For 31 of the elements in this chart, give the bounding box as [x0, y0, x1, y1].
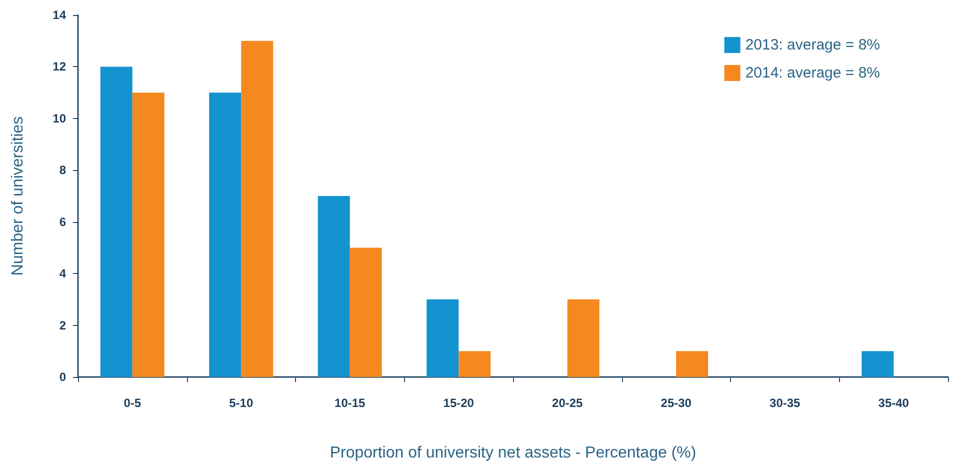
bar	[676, 351, 708, 377]
legend-label: 2014: average = 8%	[745, 64, 880, 82]
y-tick-label: 8	[59, 163, 66, 178]
bar	[209, 92, 242, 377]
x-tick-label: 10-15	[334, 396, 366, 410]
x-tick-label: 35-40	[878, 396, 910, 410]
bar	[458, 351, 491, 377]
bar	[567, 299, 600, 377]
y-tick-label: 12	[52, 60, 66, 74]
y-tick-label: 10	[52, 111, 66, 126]
bar	[241, 40, 274, 377]
y-tick-label: 14	[52, 8, 66, 22]
y-tick-label: 2	[59, 318, 66, 332]
x-tick-label: 15-20	[443, 396, 474, 410]
x-axis-title: Proportion of university net assets - Percentage (%)	[330, 444, 696, 462]
bar	[862, 351, 894, 377]
bar	[100, 66, 132, 377]
y-tick-label: 4	[59, 266, 66, 281]
bar	[318, 196, 350, 377]
x-tick-label: 5-10	[229, 396, 254, 410]
bar	[426, 299, 459, 377]
x-tick-label: 20-25	[552, 396, 584, 410]
x-tick-label: 0-5	[124, 396, 142, 410]
bar	[132, 92, 164, 377]
bar	[350, 248, 382, 377]
x-tick-label: 25-30	[660, 396, 692, 410]
y-axis-title: Number of universities	[10, 116, 26, 276]
x-tick-label: 30-35	[770, 396, 801, 410]
y-tick-label: 0	[59, 370, 66, 384]
legend-label: 2013: average = 8%	[745, 36, 880, 54]
y-tick-label: 6	[59, 214, 66, 229]
